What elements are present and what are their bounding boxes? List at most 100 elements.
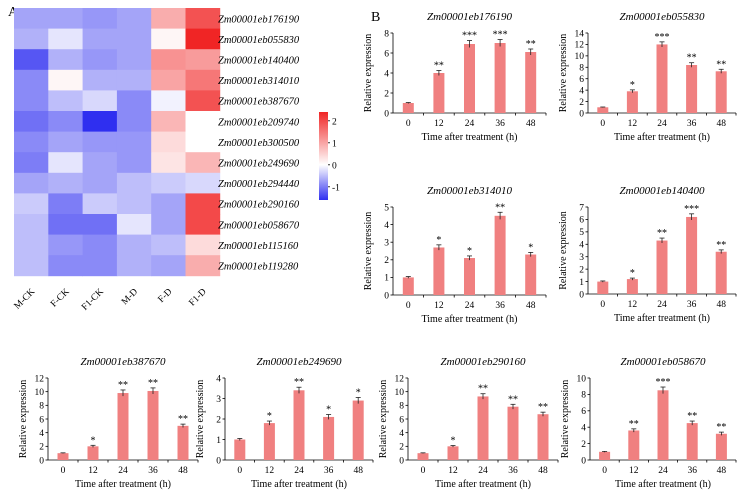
x-tick-label: 36 [687,119,697,129]
significance-label: ** [178,414,188,425]
x-tick-label: 12 [448,466,458,476]
bar [263,423,275,460]
heatmap-row-label: Zm00001eb119280 [218,262,299,273]
y-axis-label: Relative expression [560,380,571,459]
y-axis-label: Relative expression [363,212,374,291]
bar [147,390,159,460]
bar [656,44,668,113]
y-tick-label: 5 [579,228,584,238]
bar [477,396,489,460]
chart-title: Zm00001eb176190 [427,11,512,23]
bar [537,414,549,460]
bar [686,65,698,113]
heatmap-cell [185,193,221,215]
y-tick-label: 8 [39,402,44,412]
y-tick-label: 1 [384,274,389,284]
bar [323,416,335,460]
x-tick-label: 24 [657,300,667,310]
chart-title: Zm00001eb140400 [620,185,705,197]
heatmap-cell [116,90,152,112]
bar [57,453,69,460]
heatmap-cell [151,69,186,91]
heatmap-cell [82,152,118,174]
heatmap-cell [82,90,118,112]
y-tick-label: 12 [575,41,585,51]
y-axis-label: Relative expression [558,211,569,290]
significance-label: * [356,387,361,398]
heatmap-cell [48,131,83,153]
significance-label: ** [538,402,548,413]
heatmap-cell [151,255,186,277]
x-tick-label: 48 [353,466,363,476]
y-tick-label: 0 [581,456,586,466]
bar [715,251,727,294]
bar [686,423,698,460]
chart-title: Zm00001eb387670 [81,356,166,368]
heatmap-cell [82,49,118,71]
x-tick-label: 24 [658,466,668,476]
heatmap-cell [151,28,186,50]
heatmap-cell [185,49,221,71]
x-tick-label: 0 [61,466,66,476]
bar [657,390,669,460]
x-axis-label: Time after treatment (h) [422,314,518,325]
heatmap-cell [48,234,83,256]
bar [599,451,611,460]
x-tick-label: 36 [508,466,518,476]
heatmap-cell [14,90,49,112]
y-tick-label: 6 [579,216,584,226]
x-axis-label: Time after treatment (h) [251,479,347,490]
x-tick-label: 12 [434,119,444,129]
bar [507,406,519,460]
bar [715,71,727,113]
heatmap-cell [185,152,221,174]
heatmap-cell [116,152,152,174]
heatmap-cell [82,111,118,132]
y-tick-label: 2 [399,443,404,453]
y-tick-label: 8 [581,391,586,401]
heatmap-cell [14,152,49,174]
y-tick-label: 5 [384,203,389,213]
x-axis-label: Time after treatment (h) [422,132,518,143]
x-tick-label: 24 [657,119,667,129]
heatmap-cell [116,214,152,235]
chart-title: Zm00001eb290160 [441,356,526,368]
x-tick-label: 24 [478,466,488,476]
significance-label: ** [148,378,158,389]
x-tick-label: 12 [629,466,639,476]
y-tick-label: 0 [384,109,389,119]
bar [626,279,638,294]
y-tick-label: 2 [581,440,586,450]
x-tick-label: 36 [324,466,334,476]
significance-label: *** [462,31,477,42]
colorbar-tick-label: -1 [332,183,340,193]
x-tick-label: 0 [421,466,426,476]
y-tick-label: 0 [579,290,584,300]
y-tick-label: 3 [579,253,584,263]
heatmap-cell [48,152,83,174]
bar [597,281,609,294]
y-tick-label: 0 [579,109,584,119]
y-tick-label: 0 [39,456,44,466]
heatmap-cell [48,90,83,112]
significance-label: ** [478,384,488,395]
heatmap-cell [151,152,186,174]
bar [234,439,246,460]
heatmap: Zm00001eb176190 Zm00001eb055830 Zm00001eb1… [13,8,340,313]
bar [494,215,506,295]
x-tick-label: 48 [526,119,536,129]
x-tick-label: 0 [600,119,605,129]
colorbar-tick-label: 1 [332,139,337,149]
y-tick-label: 10 [577,374,587,384]
heatmap-cell [116,193,152,215]
heatmap-cell [185,214,221,235]
heatmap-cell [151,234,186,256]
heatmap-cell [14,172,49,194]
heatmap-cell [14,28,49,50]
significance-label: ** [716,240,726,251]
bar [525,52,537,113]
x-axis-label: Time after treatment (h) [435,479,531,490]
bar [417,453,429,460]
